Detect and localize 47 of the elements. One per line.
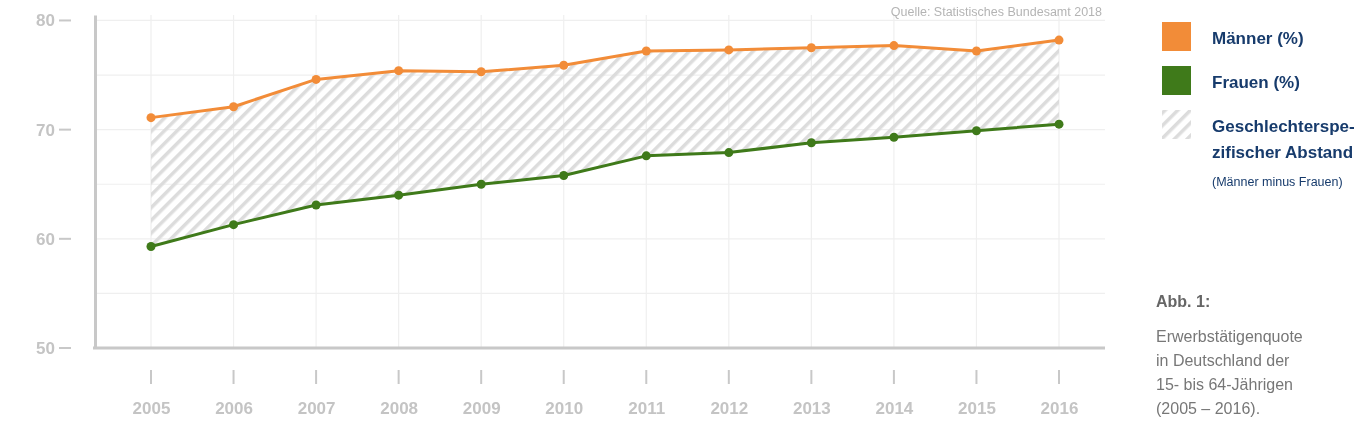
point [394,66,404,76]
x-tick-label: 2011 [628,399,666,419]
x-tick-label: 2005 [132,399,171,419]
point [971,46,981,56]
point [311,74,321,84]
x-tick-label: 2006 [215,399,253,419]
x-tick-label: 2008 [380,399,419,419]
legend-label: Männer (%) [1212,29,1304,48]
x-tick-label: 2016 [1040,399,1079,419]
y-tick-label: 70 [36,120,55,140]
text: Geschlechterspe- zifischer Abstand [1212,117,1355,162]
point [806,138,816,148]
point [559,171,569,180]
point [641,46,651,56]
point [1054,119,1064,129]
text: Abb. 1: [1156,293,1211,310]
point [146,241,156,251]
point [724,148,734,158]
point [229,102,239,112]
text: (Männer minus Frauen) [1212,175,1343,189]
y-tick-label: 80 [36,11,55,31]
point [889,41,899,51]
x-tick-label: 2013 [792,399,831,419]
x-tick-label: 2015 [958,399,996,419]
point [724,45,734,55]
x-tick-label: 2010 [545,399,584,419]
x-tick-label: 2014 [875,399,914,419]
point [641,151,651,161]
text: Erwerbstätigenquote in Deutschland der 15- bis 64-Jährigen (2005 – 2016). [1156,328,1303,417]
point [229,220,239,230]
point [476,67,486,77]
point [971,126,981,136]
point [889,132,899,142]
x-tick-label: 2009 [462,399,501,419]
point [146,113,156,123]
point [806,43,816,53]
point [559,60,569,70]
point [1054,35,1064,45]
point [311,200,321,210]
annotation: Quelle: Statistisches Bundesamt 2018 [890,5,1103,19]
y-tick-label: 60 [36,229,55,249]
x-tick-label: 2007 [297,399,336,419]
legend-label: Frauen (%) [1212,73,1300,92]
point [476,179,486,189]
y-tick-label: 50 [36,338,55,358]
x-tick-label: 2012 [710,399,749,419]
point [394,190,404,200]
